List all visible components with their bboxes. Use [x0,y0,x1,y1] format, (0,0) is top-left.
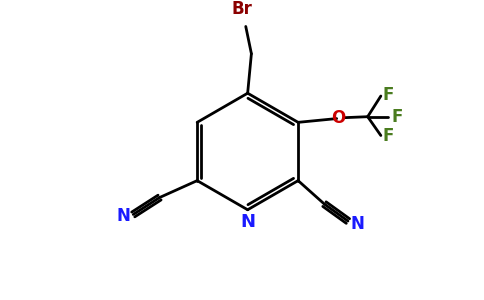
Text: O: O [332,109,346,127]
Text: F: F [383,128,394,146]
Text: N: N [240,213,255,231]
Text: F: F [391,108,403,126]
Text: F: F [383,86,394,104]
Text: Br: Br [231,0,253,18]
Text: N: N [117,207,130,225]
Text: N: N [351,215,364,233]
